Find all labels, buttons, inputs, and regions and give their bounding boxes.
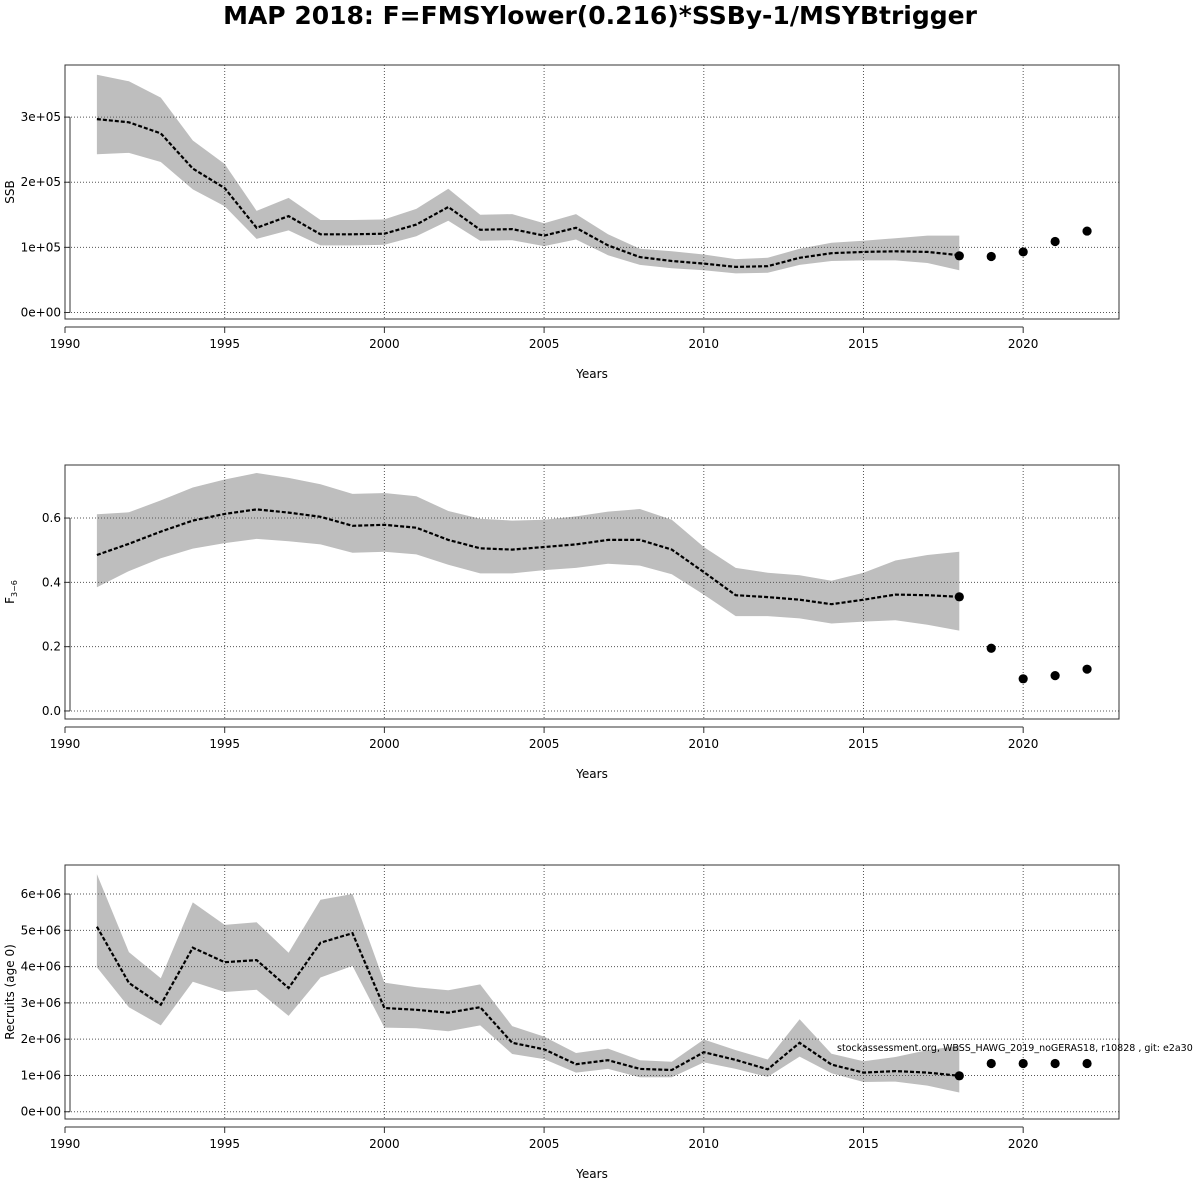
y-tick-label: 1e+05 — [21, 240, 61, 254]
y-tick-label: 0.2 — [42, 640, 61, 654]
x-tick-label: 2010 — [689, 1137, 720, 1151]
x-tick-label: 2005 — [529, 1137, 560, 1151]
estimate-line — [95, 926, 960, 1077]
y-axis-label-subscript: 3−6 — [10, 580, 19, 597]
y-tick-label: 0e+00 — [21, 1105, 61, 1119]
y-tick-label: 3e+05 — [21, 110, 61, 124]
y-axis-label: SSB — [3, 180, 17, 203]
projection-point — [1050, 1058, 1060, 1069]
y-tick-label: 1e+06 — [21, 1068, 61, 1082]
x-tick-label: 2005 — [529, 737, 560, 751]
x-tick-label: 2015 — [848, 737, 879, 751]
panel-ssb: 1990 1995 2000 2005 2010 2015 2020 Years 0e+00 1e… — [3, 64, 1120, 381]
y-tick-label: 0e+00 — [21, 305, 61, 319]
y-tick-label: 0.4 — [42, 575, 61, 589]
confidence-band — [96, 473, 960, 631]
x-tick-label: 1990 — [50, 337, 81, 351]
plot-frame — [64, 864, 1120, 1120]
projection-point — [986, 643, 996, 653]
x-tick-label: 2005 — [529, 337, 560, 351]
projection-point — [1050, 670, 1060, 681]
projection-point — [1082, 664, 1092, 674]
y-tick-label: 0.0 — [42, 704, 61, 718]
x-axis-label: Years — [575, 367, 608, 381]
x-tick-label: 2010 — [689, 337, 720, 351]
confidence-band — [96, 74, 960, 274]
x-tick-label: 1995 — [209, 337, 240, 351]
projection-point — [1018, 247, 1028, 257]
x-tick-label: 2015 — [848, 337, 879, 351]
panel-fishing-mortality: 1990 1995 2000 2005 2010 2015 2020 Years 0.0 0.2 0… — [3, 464, 1120, 781]
y-axis-label: F3−6 — [3, 580, 19, 604]
projection-point — [954, 251, 964, 261]
projection-point — [1018, 674, 1028, 684]
projection-point — [986, 1058, 996, 1069]
x-axis-label: Years — [575, 767, 608, 781]
projection-point — [1082, 1058, 1092, 1069]
y-axis-label: Recruits (age 0) — [3, 944, 17, 1040]
x-tick-label: 2020 — [1008, 737, 1039, 751]
panel-recruits: 1990 1995 2000 2005 2010 2015 2020 Years 0e+00 1e… — [3, 864, 1120, 1181]
plot-frame — [64, 64, 1120, 320]
projection-point — [954, 1071, 964, 1081]
y-tick-label: 4e+06 — [21, 960, 61, 974]
x-tick-label: 1995 — [209, 737, 240, 751]
x-tick-label: 2000 — [369, 737, 400, 751]
y-tick-label: 5e+06 — [21, 923, 61, 937]
x-tick-label: 2020 — [1008, 337, 1039, 351]
x-tick-label: 2020 — [1008, 1137, 1039, 1151]
projection-point — [986, 251, 996, 262]
y-tick-label: 2e+06 — [21, 1032, 61, 1046]
x-tick-label: 2015 — [848, 1137, 879, 1151]
credit-note: stockassessment.org, WBSS_HAWG_2019_noGE… — [837, 1043, 1193, 1054]
x-tick-label: 2000 — [369, 1137, 400, 1151]
x-tick-label: 2010 — [689, 737, 720, 751]
x-tick-label: 1995 — [209, 1137, 240, 1151]
estimate-line — [96, 118, 960, 269]
y-tick-label: 0.6 — [42, 511, 61, 525]
y-tick-label: 6e+06 — [21, 887, 61, 901]
figure-title: MAP 2018: F=FMSYlower(0.216)*SSBy-1/MSYB… — [223, 1, 977, 30]
projection-point — [954, 592, 964, 602]
projection-point — [1082, 226, 1092, 236]
y-tick-label: 3e+06 — [21, 996, 61, 1010]
y-tick-label: 2e+05 — [21, 175, 61, 189]
estimate-line — [96, 508, 960, 606]
x-tick-label: 1990 — [50, 737, 81, 751]
projection-point — [1050, 236, 1060, 247]
x-tick-label: 1990 — [50, 1137, 81, 1151]
plot-frame — [64, 464, 1120, 720]
x-axis-label: Years — [575, 1167, 608, 1181]
confidence-band — [96, 874, 960, 1093]
x-tick-label: 2000 — [369, 337, 400, 351]
projection-point — [1018, 1058, 1028, 1069]
